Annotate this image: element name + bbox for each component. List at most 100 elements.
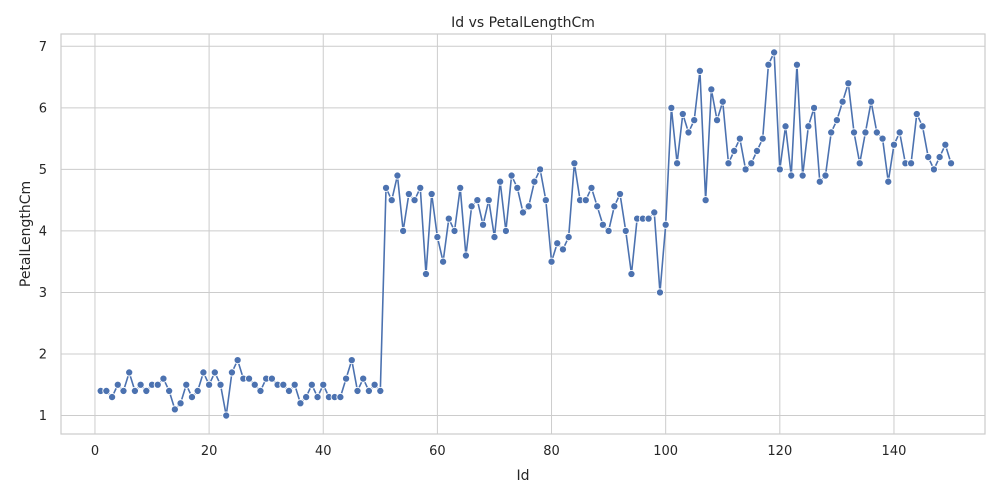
y-tick-label: 3 bbox=[39, 286, 47, 301]
data-point bbox=[176, 399, 185, 408]
data-point bbox=[827, 128, 836, 137]
data-point bbox=[678, 109, 687, 119]
data-point bbox=[199, 368, 208, 377]
data-point bbox=[296, 399, 305, 408]
data-point bbox=[336, 393, 345, 402]
data-point bbox=[244, 374, 254, 383]
data-point bbox=[621, 226, 630, 235]
data-point bbox=[690, 116, 699, 125]
x-tick-label: 140 bbox=[882, 444, 907, 459]
data-point bbox=[924, 153, 933, 162]
data-point bbox=[227, 368, 236, 377]
data-point bbox=[319, 380, 328, 389]
data-point bbox=[941, 140, 950, 149]
data-point bbox=[752, 146, 762, 155]
data-point bbox=[170, 405, 179, 414]
data-point bbox=[119, 386, 128, 395]
data-point bbox=[667, 103, 676, 112]
data-point bbox=[108, 393, 117, 402]
data-point bbox=[233, 356, 242, 365]
y-axis-label: PetalLengthCm bbox=[18, 181, 34, 287]
data-point bbox=[182, 380, 191, 389]
data-point bbox=[205, 380, 214, 389]
y-tick-label: 1 bbox=[39, 409, 47, 424]
data-point bbox=[775, 165, 784, 174]
data-point bbox=[216, 380, 225, 389]
data-point bbox=[427, 189, 436, 199]
data-point bbox=[844, 79, 853, 88]
data-point bbox=[307, 380, 316, 389]
data-point bbox=[450, 226, 459, 235]
data-point bbox=[593, 202, 602, 211]
x-tick-label: 40 bbox=[315, 444, 332, 459]
plot-frame bbox=[60, 33, 986, 435]
x-tick-labels: 0 20 40 60 80 100 120 140 bbox=[91, 444, 907, 459]
data-point bbox=[222, 411, 231, 420]
data-point bbox=[444, 214, 453, 223]
data-point bbox=[353, 386, 362, 395]
data-point bbox=[507, 171, 516, 180]
data-point bbox=[792, 60, 802, 69]
data-point bbox=[461, 251, 470, 260]
chart-title: Id vs PetalLengthCm bbox=[451, 15, 595, 31]
data-point bbox=[604, 226, 613, 235]
data-point bbox=[872, 128, 881, 137]
data-point bbox=[142, 386, 151, 395]
data-point bbox=[250, 380, 259, 389]
data-point bbox=[598, 220, 607, 229]
data-point bbox=[861, 128, 870, 137]
data-point bbox=[501, 226, 510, 235]
data-point bbox=[478, 220, 488, 229]
data-point bbox=[541, 196, 550, 205]
y-tick-label: 7 bbox=[39, 40, 47, 55]
data-point bbox=[929, 165, 938, 174]
data-point bbox=[747, 159, 756, 168]
data-point bbox=[393, 171, 402, 180]
data-point bbox=[815, 177, 824, 186]
data-point bbox=[530, 177, 539, 186]
data-point bbox=[832, 116, 841, 125]
data-point bbox=[889, 140, 899, 149]
x-tick-label: 20 bbox=[201, 444, 218, 459]
x-axis-label: Id bbox=[516, 468, 529, 484]
data-point bbox=[496, 177, 505, 186]
data-point bbox=[433, 233, 442, 242]
data-point bbox=[524, 202, 533, 211]
data-point bbox=[610, 202, 619, 211]
data-point bbox=[113, 380, 122, 389]
data-point bbox=[381, 183, 391, 192]
data-point bbox=[313, 393, 322, 402]
series-line bbox=[100, 51, 952, 417]
data-point bbox=[713, 116, 722, 125]
data-point bbox=[364, 386, 373, 395]
data-point bbox=[770, 48, 779, 57]
data-point bbox=[564, 233, 573, 242]
data-point bbox=[404, 189, 413, 199]
data-point bbox=[764, 60, 773, 69]
data-point bbox=[673, 159, 682, 168]
data-point bbox=[490, 233, 499, 242]
data-point bbox=[644, 214, 653, 223]
data-point bbox=[661, 220, 670, 229]
x-tick-label: 120 bbox=[767, 444, 792, 459]
data-point bbox=[849, 128, 859, 137]
data-point bbox=[787, 171, 796, 180]
data-point bbox=[867, 97, 876, 106]
x-tick-label: 60 bbox=[429, 444, 446, 459]
y-tick-labels: 1 2 3 4 5 6 7 bbox=[39, 40, 47, 424]
data-point bbox=[695, 66, 704, 75]
data-point bbox=[946, 159, 956, 168]
data-point bbox=[615, 189, 625, 199]
data-point bbox=[878, 134, 887, 143]
data-point bbox=[553, 239, 562, 248]
data-point bbox=[810, 103, 819, 112]
data-point bbox=[399, 226, 408, 235]
data-point bbox=[410, 196, 419, 205]
gridlines bbox=[61, 34, 985, 434]
data-point bbox=[376, 386, 385, 395]
data-point bbox=[855, 159, 864, 168]
data-point bbox=[136, 380, 145, 389]
data-point bbox=[421, 269, 431, 279]
data-markers bbox=[96, 48, 956, 420]
data-point bbox=[718, 97, 727, 106]
